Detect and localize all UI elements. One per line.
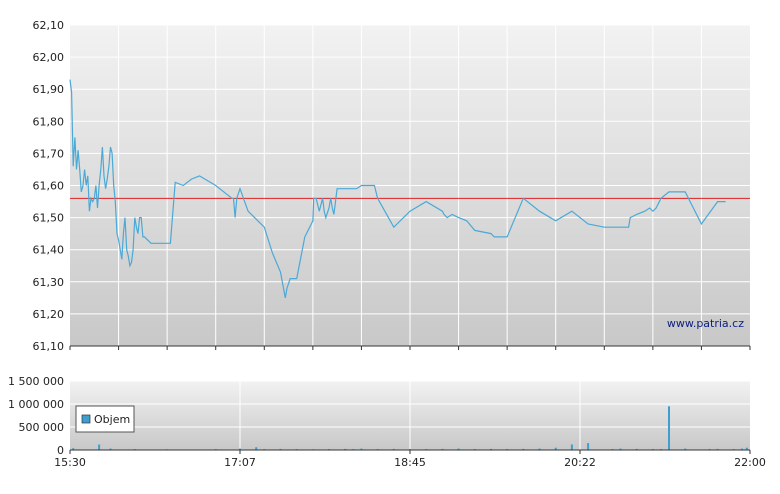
volume-bar xyxy=(684,448,687,450)
price-grid xyxy=(70,24,750,346)
volume-bar xyxy=(239,448,241,450)
price-series-line xyxy=(69,79,726,299)
price-panel: 62,10 62,00 61,90 61,80 61,70 61,60 61,50 61,40… xyxy=(33,19,751,353)
x-tick-label: 18:45 xyxy=(394,456,426,469)
price-y-tick-label: 61,90 xyxy=(33,83,65,96)
price-y-axis: 62,10 62,00 61,90 61,80 61,70 61,60 61,50 61,40… xyxy=(33,19,65,353)
volume-bar xyxy=(344,448,347,450)
volume-bar xyxy=(554,447,557,450)
x-tick-label: 22:00 xyxy=(734,456,766,469)
volume-x-axis: 15:30 17:07 18:45 20:22 22:00 xyxy=(54,450,766,469)
volume-bar xyxy=(490,448,492,450)
volume-y-tick-label: 1 500 000 xyxy=(8,375,64,388)
volume-bar xyxy=(72,448,75,450)
x-tick-label: 17:07 xyxy=(224,456,256,469)
volume-bar xyxy=(745,447,748,450)
price-y-tick-label: 62,00 xyxy=(33,51,65,64)
price-y-tick-label: 61,80 xyxy=(33,115,65,128)
volume-bar xyxy=(109,448,112,450)
volume-panel: 1 500 000 1 000 000 500 000 0 15:30 17:07 18:… xyxy=(8,375,766,469)
price-y-tick-label: 62,10 xyxy=(33,19,65,32)
volume-bar xyxy=(255,447,258,450)
volume-y-axis: 1 500 000 1 000 000 500 000 0 xyxy=(8,375,64,457)
volume-bar xyxy=(635,448,638,450)
price-y-tick-label: 61,50 xyxy=(33,212,65,225)
watermark: www.patria.cz xyxy=(667,317,744,330)
volume-bar xyxy=(668,406,670,450)
price-y-tick-label: 61,30 xyxy=(33,276,65,289)
volume-bar xyxy=(392,448,395,450)
volume-bar xyxy=(570,444,573,450)
price-y-tick-label: 61,40 xyxy=(33,244,65,257)
legend: Objem xyxy=(75,405,135,433)
price-y-tick-label: 61,60 xyxy=(33,180,65,193)
volume-bar xyxy=(538,448,541,450)
volume-grid xyxy=(70,380,750,450)
volume-bar xyxy=(98,444,101,450)
x-tick-label: 15:30 xyxy=(54,456,86,469)
volume-bar xyxy=(619,448,622,450)
volume-bar xyxy=(360,448,363,450)
volume-y-tick-label: 1 000 000 xyxy=(8,398,64,411)
volume-bar xyxy=(587,443,590,450)
legend-label: Objem xyxy=(94,413,130,426)
price-x-ticks xyxy=(69,346,751,350)
volume-bar xyxy=(457,448,460,450)
price-y-tick-label: 61,70 xyxy=(33,147,65,160)
volume-bar xyxy=(716,448,719,450)
x-tick-label: 20:22 xyxy=(564,456,596,469)
volume-bar xyxy=(522,448,525,450)
volume-bar xyxy=(740,448,743,450)
volume-y-tick-label: 0 xyxy=(57,444,64,457)
price-y-tick-label: 61,20 xyxy=(33,308,65,321)
price-y-tick-label: 61,10 xyxy=(33,340,65,353)
volume-bar xyxy=(441,448,444,450)
legend-swatch-icon xyxy=(81,414,91,424)
volume-y-tick-label: 500 000 xyxy=(19,421,65,434)
volume-bar xyxy=(279,448,282,450)
